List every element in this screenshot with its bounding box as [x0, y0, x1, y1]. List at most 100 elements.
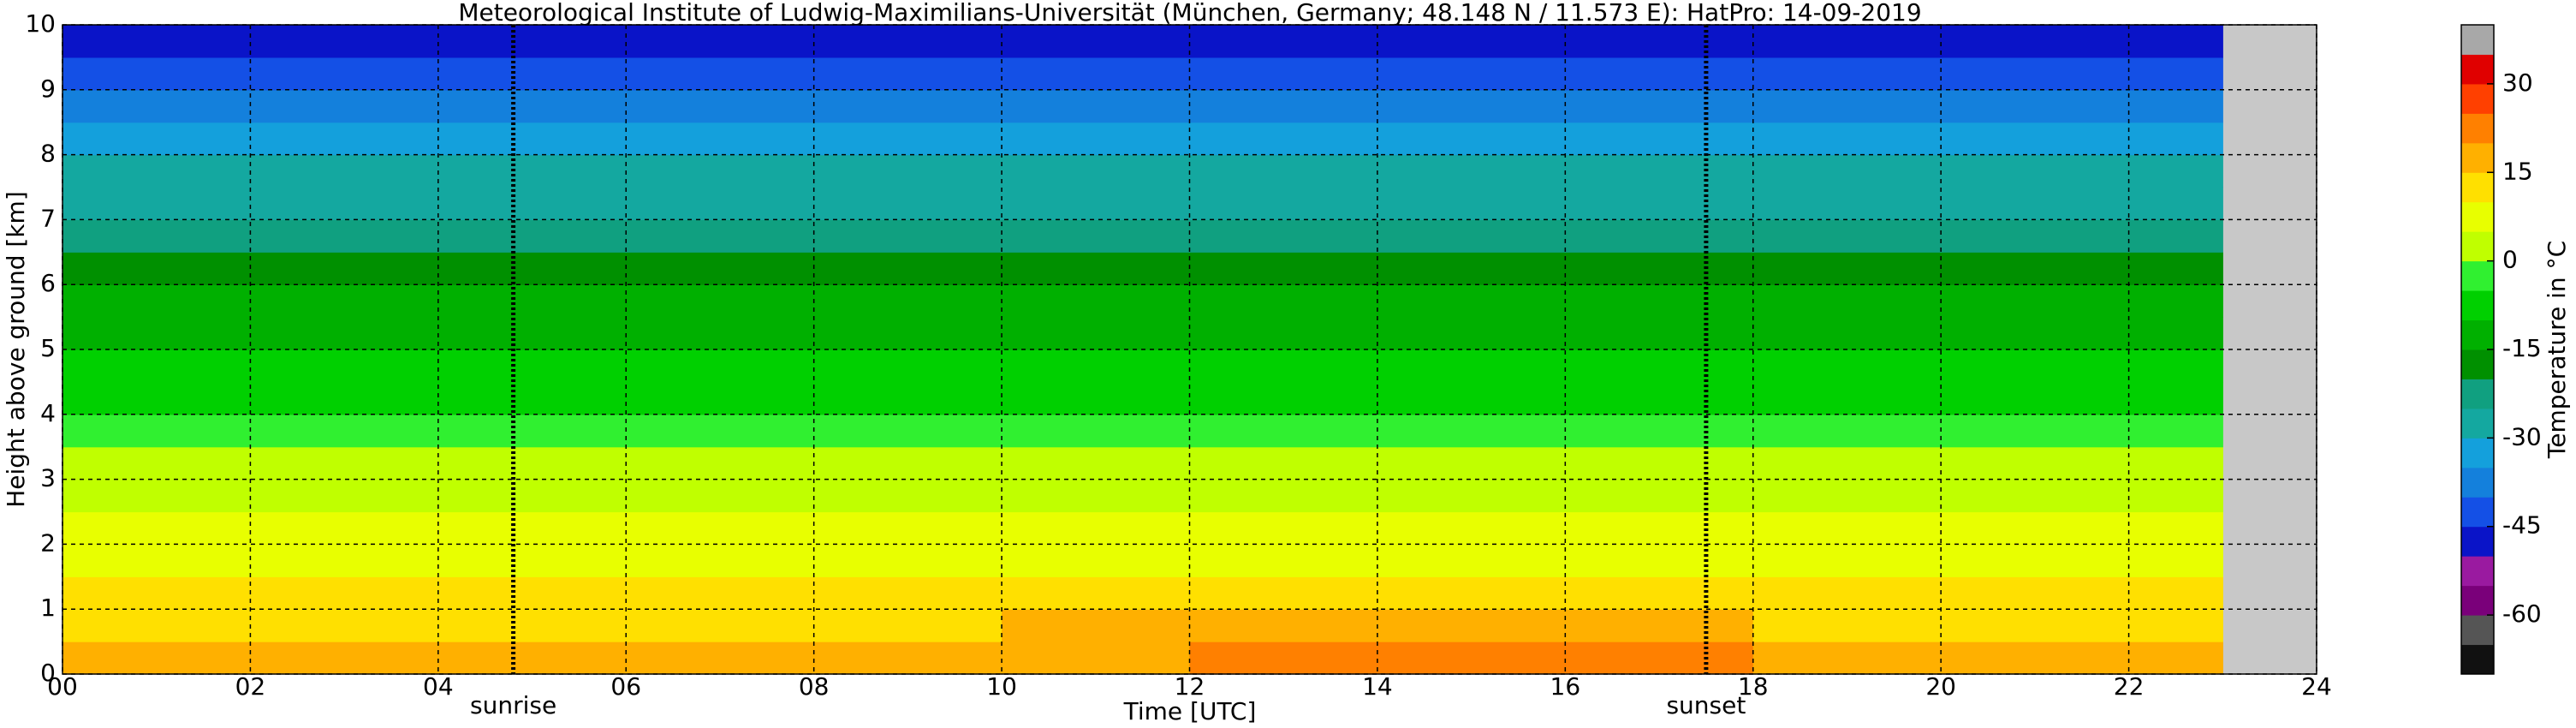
- heatmap-cell: [1377, 154, 1566, 188]
- heatmap-cell: [1565, 414, 1754, 448]
- heatmap-cell: [250, 479, 439, 513]
- heatmap-cell: [813, 479, 1002, 513]
- heatmap-cell: [626, 317, 815, 350]
- heatmap-cell: [1941, 511, 2130, 545]
- colorbar-segment: [2461, 467, 2494, 498]
- heatmap-cell: [1752, 446, 1942, 480]
- heatmap-cell: [62, 511, 252, 545]
- heatmap-cell: [1565, 544, 1754, 577]
- heatmap-cell: [437, 479, 627, 513]
- heatmap-cell: [437, 381, 627, 415]
- heatmap-cell: [2128, 25, 2223, 58]
- heatmap-cell: [2128, 446, 2223, 480]
- heatmap-cell: [62, 187, 252, 220]
- plot-frame: [62, 24, 2317, 675]
- heatmap-cell: [437, 544, 627, 577]
- heatmap-cell: [1377, 122, 1566, 156]
- heatmap-cell: [1377, 25, 1566, 58]
- heatmap-cell: [1002, 641, 1191, 675]
- heatmap-cell: [813, 89, 1002, 123]
- heatmap-cell: [1565, 317, 1754, 350]
- heatmap-cell: [437, 349, 627, 383]
- x-tick-label: 12: [1175, 672, 1205, 701]
- heatmap-cell: [626, 641, 815, 675]
- heatmap-cell: [1189, 122, 1378, 156]
- heatmap-cell: [626, 122, 815, 156]
- heatmap-cell: [1752, 609, 1942, 642]
- heatmap-cell: [1189, 89, 1378, 123]
- heatmap-cell: [2128, 89, 2223, 123]
- heatmap-cell: [1565, 154, 1754, 188]
- heatmap-cell: [813, 576, 1002, 610]
- heatmap-cell: [62, 479, 252, 513]
- heatmap-cell: [250, 317, 439, 350]
- heatmap-cell: [1752, 576, 1942, 610]
- colorbar-segment: [2461, 644, 2494, 675]
- heatmap-cell: [1189, 219, 1378, 253]
- heatmap-cell: [1565, 511, 1754, 545]
- y-tick-label: 0: [40, 659, 56, 687]
- heatmap-cell: [1565, 219, 1754, 253]
- heatmap-cell: [813, 511, 1002, 545]
- heatmap-cell: [626, 511, 815, 545]
- heatmap-cell: [2128, 57, 2223, 91]
- heatmap-cell: [1377, 187, 1566, 220]
- heatmap-cell: [2128, 349, 2223, 383]
- heatmap-cell: [1565, 89, 1754, 123]
- heatmap-cell: [2128, 187, 2223, 220]
- colorbar-segment: [2461, 585, 2494, 616]
- heatmap-cell: [1752, 414, 1942, 448]
- x-tick-label: 16: [1550, 672, 1581, 701]
- colorbar-tick-label: 0: [2502, 246, 2518, 274]
- heatmap-cell: [1377, 414, 1566, 448]
- heatmap-cell: [626, 381, 815, 415]
- heatmap-cell: [2128, 641, 2223, 675]
- x-axis-label: Time [UTC]: [1123, 697, 1257, 725]
- colorbar-tick-label: -15: [2502, 334, 2542, 362]
- colorbar-segment: [2461, 497, 2494, 528]
- heatmap-cell: [62, 89, 252, 123]
- heatmap-cell: [813, 187, 1002, 220]
- colorbar-label: Temperature in °C: [2543, 241, 2571, 459]
- x-tick-label: 22: [2114, 672, 2145, 701]
- heatmap-cell: [1565, 609, 1754, 642]
- heatmap-cell: [1752, 25, 1942, 58]
- y-axis-label: Height above ground [km]: [2, 191, 30, 508]
- heatmap-cell: [626, 414, 815, 448]
- heatmap-cell: [813, 252, 1002, 285]
- heatmap-cell: [437, 576, 627, 610]
- heatmap-cell: [1189, 479, 1378, 513]
- colorbar-segment: [2461, 54, 2494, 85]
- heatmap-cell: [437, 122, 627, 156]
- heatmap-cell: [813, 219, 1002, 253]
- heatmap-cell: [62, 57, 252, 91]
- heatmap-cell: [1189, 544, 1378, 577]
- heatmap-cell: [1189, 25, 1378, 58]
- heatmap-cell: [1565, 252, 1754, 285]
- heatmap-cell: [1752, 349, 1942, 383]
- heatmap-cell: [626, 479, 815, 513]
- heatmap-cell: [1941, 317, 2130, 350]
- heatmap-cell: [1002, 544, 1191, 577]
- y-tick-label: 4: [40, 399, 56, 427]
- heatmap-cell: [62, 609, 252, 642]
- heatmap-cell: [437, 252, 627, 285]
- heatmap-cell: [1941, 89, 2130, 123]
- heatmap-cell: [626, 576, 815, 610]
- heatmap-cell: [437, 414, 627, 448]
- heatmap-cell: [250, 446, 439, 480]
- heatmap-cell: [1002, 609, 1191, 642]
- heatmap-cell: [2128, 317, 2223, 350]
- heatmap-cell: [2128, 154, 2223, 188]
- colorbar-tick-label: -60: [2502, 600, 2542, 628]
- x-tick-label: 24: [2301, 672, 2332, 701]
- colorbar-segment: [2461, 438, 2494, 468]
- heatmap-cell: [1377, 511, 1566, 545]
- heatmap-cell: [1377, 317, 1566, 350]
- annotation-label: sunset: [1666, 691, 1746, 719]
- colorbar-segment: [2461, 290, 2494, 321]
- heatmap-cell: [1377, 349, 1566, 383]
- heatmap-cell: [813, 609, 1002, 642]
- x-tick-label: 20: [1925, 672, 1956, 701]
- colorbar-tick-label: 15: [2502, 157, 2533, 185]
